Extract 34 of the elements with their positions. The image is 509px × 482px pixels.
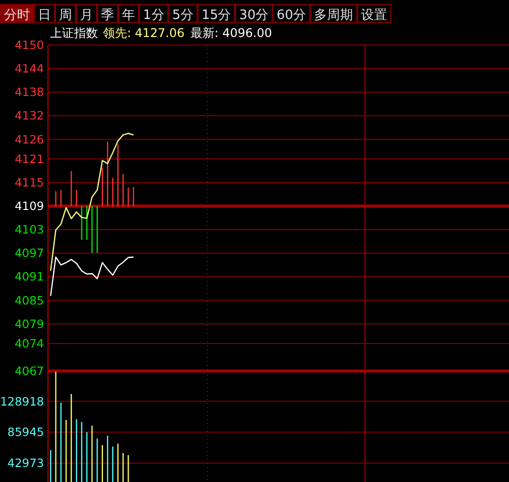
text: 5分 bbox=[172, 8, 194, 23]
y-tick-label: 4103 bbox=[14, 222, 44, 237]
chart-title: 上证指数 bbox=[50, 26, 98, 40]
y-tick-label: 4085 bbox=[14, 293, 44, 308]
text: 分时 bbox=[4, 8, 30, 23]
y-tick-label: 4126 bbox=[14, 132, 44, 146]
text: 最新: 4096.00 bbox=[190, 26, 272, 40]
y-tick-label: 4079 bbox=[14, 316, 44, 331]
y-tick-label: 128918 bbox=[0, 394, 44, 408]
text: 1分 bbox=[143, 8, 164, 23]
text: 年 bbox=[122, 8, 135, 23]
y-tick-label: 4074 bbox=[14, 336, 44, 351]
y-tick-label: 4150 bbox=[14, 38, 44, 52]
text: 月 bbox=[80, 8, 93, 23]
text: 设置 bbox=[361, 8, 388, 23]
y-tick-label: 4144 bbox=[14, 62, 44, 76]
text: 15分 bbox=[202, 8, 232, 23]
y-tick-label: 42973 bbox=[7, 456, 44, 470]
y-tick-label: 4138 bbox=[14, 85, 44, 100]
text: 周 bbox=[59, 8, 72, 23]
y-tick-label: 4097 bbox=[14, 246, 44, 260]
y-tick-label: 4109 bbox=[14, 199, 44, 214]
y-tick-label: 85945 bbox=[7, 425, 44, 440]
y-tick-label: 4121 bbox=[14, 152, 44, 166]
text: 多周期 bbox=[314, 8, 354, 23]
y-tick-label: 4132 bbox=[14, 108, 44, 123]
y-tick-label: 4115 bbox=[14, 175, 44, 190]
text: 季 bbox=[101, 8, 114, 23]
text: 30分 bbox=[239, 8, 269, 23]
text: 60分 bbox=[276, 8, 306, 23]
text: 日 bbox=[38, 8, 51, 23]
y-tick-label: 4091 bbox=[14, 270, 44, 284]
text: 领先: 4127.06 bbox=[103, 26, 184, 40]
y-tick-label: 4067 bbox=[14, 364, 44, 378]
